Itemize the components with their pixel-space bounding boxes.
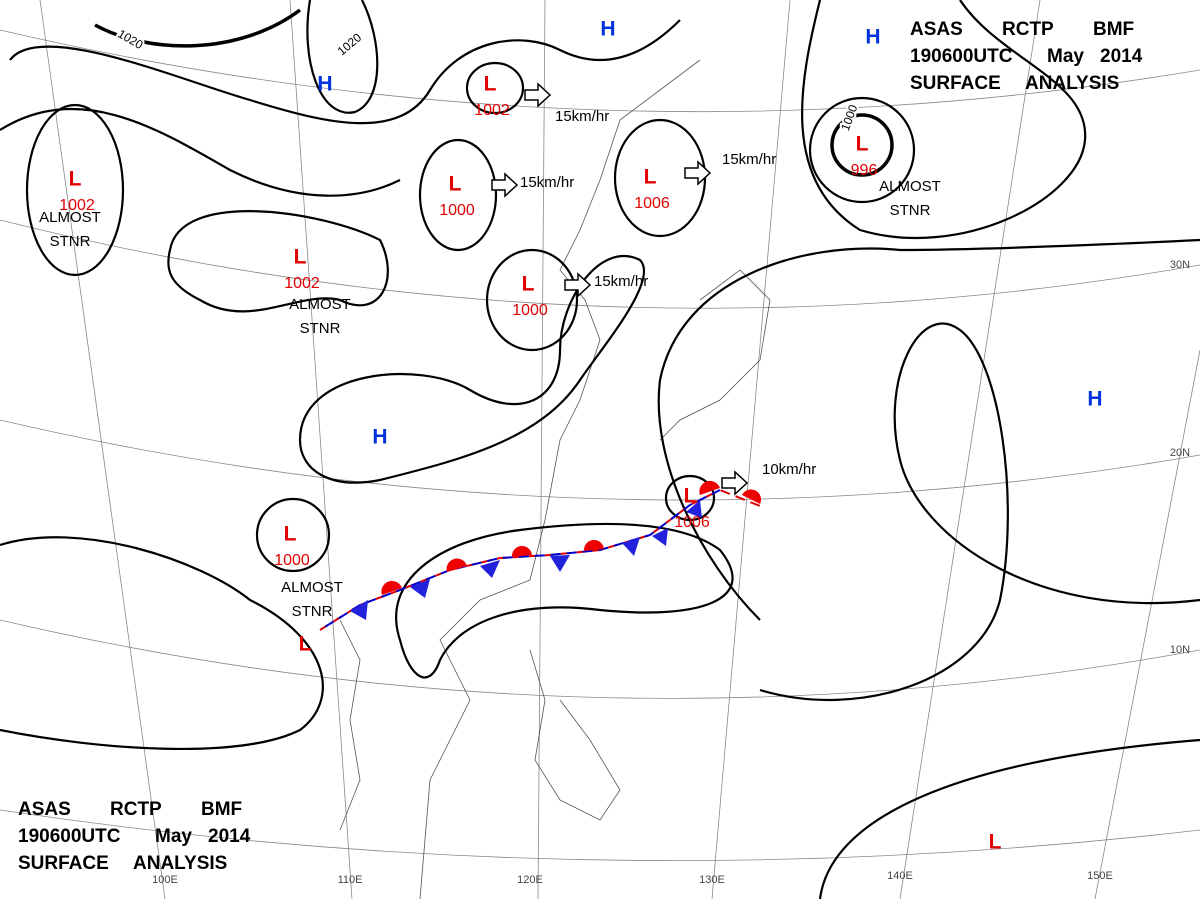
header-text: 190600UTC [910,46,1013,67]
header-text: BMF [1093,19,1134,40]
central-pressure: 1006 [634,195,670,212]
header-text: ASAS [910,19,963,40]
header-text: 190600UTC [18,826,121,847]
stationary-note: STNR [50,233,91,250]
header-text: SURFACE [910,73,1001,94]
central-pressure: 1000 [439,202,475,219]
longitude-label: 150E [1087,870,1113,882]
pressure-center: H [317,73,332,96]
pressure-center: L [294,246,307,269]
stationary-note: ALMOST [281,579,343,596]
pressure-center: L [299,633,312,656]
motion-speed: 15km/hr [594,273,648,290]
central-pressure: 1000 [512,302,548,319]
stationary-note: ALMOST [289,296,351,313]
longitude-label: 110E [338,874,363,886]
stationary-note: STNR [300,320,341,337]
motion-speed: 10km/hr [762,461,816,478]
pressure-center: H [372,426,387,449]
header-text: RCTP [110,799,162,820]
header-text: May [1047,46,1084,67]
motion-speed: 15km/hr [722,151,776,168]
header-text: ANALYSIS [1025,73,1119,94]
header-text: ASAS [18,799,71,820]
motion-arrows [491,82,749,496]
header-text: May [155,826,192,847]
stationary-note: ALMOST [39,209,101,226]
central-pressure: 1000 [274,552,310,569]
pressure-center: H [865,26,880,49]
pressure-center: L [522,273,535,296]
central-pressure: 1002 [59,197,95,214]
pressure-center: L [449,173,462,196]
stationary-note: ALMOST [879,178,941,195]
pressure-center: L [284,523,297,546]
latitude-label: 30N [1170,259,1190,271]
central-pressure: 1002 [284,275,320,292]
stationary-note: STNR [292,603,333,620]
central-pressure: 996 [851,162,878,179]
header-text: BMF [201,799,242,820]
front [319,480,766,631]
longitude-label: 130E [699,874,725,886]
pressure-center: L [644,166,657,189]
header-text: 2014 [208,826,251,847]
pressure-center: H [1087,388,1102,411]
coastlines [339,59,771,899]
header-text: 2014 [1100,46,1143,67]
longitude-label: 100E [152,874,178,886]
header-text: ANALYSIS [133,853,227,874]
pressure-center: L [684,485,697,508]
longitude-label: 140E [887,870,913,882]
latitude-label: 10N [1170,644,1190,656]
central-pressure: 1006 [674,514,710,531]
pressure-center: L [856,133,869,156]
central-pressure: 1002 [474,102,510,119]
longitude-label: 120E [517,874,543,886]
pressure-center: L [69,168,82,191]
pressure-center: H [600,18,615,41]
header-text: SURFACE [18,853,109,874]
motion-speed: 15km/hr [555,108,609,125]
pressure-center: L [484,73,497,96]
latitude-label: 20N [1170,447,1190,459]
motion-speed: 15km/hr [520,174,574,191]
header-text: RCTP [1002,19,1054,40]
stationary-note: STNR [890,202,931,219]
pressure-center: L [989,831,1002,854]
